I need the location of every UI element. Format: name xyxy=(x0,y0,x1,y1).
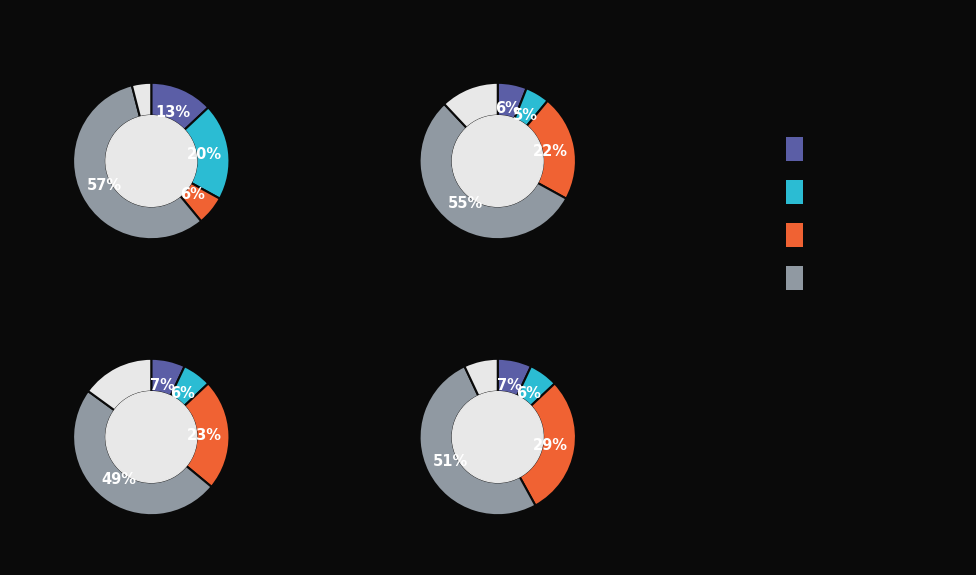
Text: 51%: 51% xyxy=(432,454,468,469)
Wedge shape xyxy=(184,384,229,487)
Wedge shape xyxy=(181,183,220,221)
Wedge shape xyxy=(151,359,184,396)
Wedge shape xyxy=(420,104,566,239)
Text: 13%: 13% xyxy=(155,105,190,120)
Text: 20%: 20% xyxy=(186,147,222,162)
Text: 7%: 7% xyxy=(150,378,176,393)
Wedge shape xyxy=(498,359,531,396)
Text: 23%: 23% xyxy=(187,428,222,443)
Text: 6%: 6% xyxy=(180,187,205,202)
Circle shape xyxy=(106,116,196,206)
Text: 6%: 6% xyxy=(516,386,542,401)
Text: 57%: 57% xyxy=(86,178,121,193)
Wedge shape xyxy=(514,89,548,126)
Text: 55%: 55% xyxy=(448,196,483,210)
Text: 7%: 7% xyxy=(497,378,522,393)
Wedge shape xyxy=(88,359,151,411)
Wedge shape xyxy=(132,83,151,117)
Wedge shape xyxy=(151,83,208,130)
Text: 22%: 22% xyxy=(533,144,567,159)
Wedge shape xyxy=(465,359,498,396)
Wedge shape xyxy=(420,366,536,515)
Text: 5%: 5% xyxy=(512,108,538,122)
Text: 29%: 29% xyxy=(533,438,568,453)
Wedge shape xyxy=(184,108,229,199)
Wedge shape xyxy=(73,391,212,515)
Text: 6%: 6% xyxy=(170,386,195,401)
Wedge shape xyxy=(498,83,526,119)
Wedge shape xyxy=(444,83,498,128)
Wedge shape xyxy=(517,366,554,406)
Circle shape xyxy=(453,392,543,482)
Text: 49%: 49% xyxy=(102,472,137,486)
Wedge shape xyxy=(73,85,201,239)
Circle shape xyxy=(453,116,543,206)
Wedge shape xyxy=(527,101,576,199)
Wedge shape xyxy=(519,384,576,505)
Circle shape xyxy=(106,392,196,482)
Text: 6%: 6% xyxy=(495,101,520,116)
Wedge shape xyxy=(171,366,208,406)
